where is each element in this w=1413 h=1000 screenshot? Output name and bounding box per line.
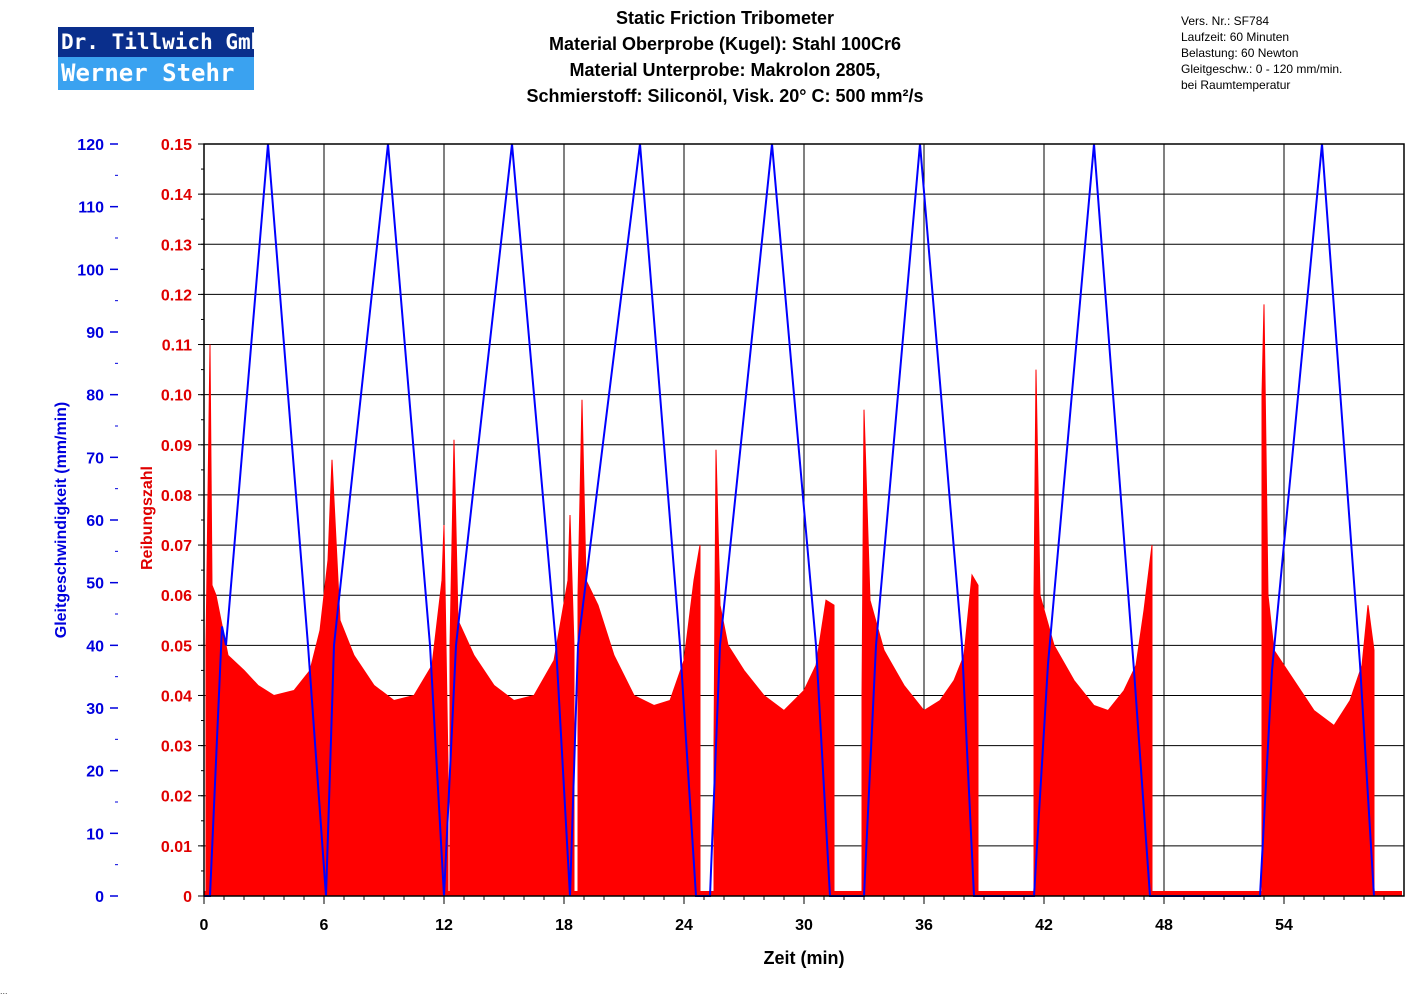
friction-tick-label: 0: [183, 889, 192, 906]
friction-tick-label: 0.14: [161, 187, 192, 204]
company-logo: Dr. Tillwich GmbH Werner Stehr: [58, 27, 254, 90]
title-line-1: Static Friction Tribometer: [615, 8, 835, 28]
friction-cycle: [713, 449, 835, 897]
friction-tick-label: 0.06: [161, 588, 192, 605]
speed-tick-label: 110: [78, 200, 104, 217]
title-line-2: Material Oberprobe (Kugel): Stahl 100Cr6: [548, 34, 902, 54]
test-info-block: Vers. Nr.: SF784 Laufzeit: 60 Minuten Be…: [1181, 13, 1342, 93]
speed-tick-label: 70: [86, 450, 104, 467]
speed-tick-label: 90: [86, 325, 104, 342]
x-tick-label: 6: [320, 917, 329, 934]
speed-tick-label: 10: [86, 826, 104, 843]
friction-tick-label: 0.04: [161, 688, 192, 705]
friction-axis-title: Reibungszahl: [139, 466, 156, 570]
friction-baseline: [204, 890, 1402, 896]
friction-tick-label: 0.10: [161, 388, 192, 405]
speed-tick-label: 40: [86, 638, 104, 655]
x-tick-label: 18: [555, 917, 573, 934]
friction-tick-label: 0.15: [161, 137, 192, 154]
speed-tick-label: 100: [77, 262, 104, 279]
friction-tick-label: 0.05: [161, 638, 192, 655]
corner-mark: ...: [0, 986, 8, 996]
logo-line-1: Dr. Tillwich GmbH: [58, 27, 254, 57]
info-load: Belastung: 60 Newton: [1181, 46, 1299, 60]
speed-tick-label: 50: [86, 576, 104, 593]
speed-tick-label: 80: [86, 388, 104, 405]
speed-tick-label: 0: [95, 889, 104, 906]
friction-tick-label: 0.08: [161, 488, 192, 505]
title-line-4: Schmierstoff: Siliconöl, Visk. 20° C: 50…: [526, 86, 924, 106]
x-tick-label: 54: [1275, 917, 1293, 934]
friction-cycle: [577, 399, 701, 897]
x-tick-label: 36: [915, 917, 933, 934]
logo-line-2: Werner Stehr: [58, 57, 254, 90]
friction-cycle: [1033, 369, 1153, 897]
x-tick-label: 24: [675, 917, 693, 934]
friction-tick-label: 0.13: [161, 237, 192, 254]
friction-tick-label: 0.11: [162, 338, 192, 355]
x-tick-label: 0: [200, 917, 209, 934]
title-line-3: Material Unterprobe: Makrolon 2805,: [569, 60, 881, 80]
speed-tick-label: 120: [77, 137, 104, 154]
speed-axis-title: Gleitgeschwindigkeit (mm/min): [53, 402, 70, 638]
x-tick-label: 30: [795, 917, 813, 934]
info-speed-range: Gleitgeschw.: 0 - 120 mm/min.: [1181, 62, 1343, 76]
friction-tick-label: 0.12: [161, 287, 192, 304]
friction-tick-label: 0.03: [161, 739, 192, 756]
friction-cycle: [861, 409, 979, 897]
info-version: Vers. Nr.: SF784: [1181, 14, 1270, 28]
speed-tick-label: 30: [86, 701, 104, 718]
x-axis-title: Zeit (min): [764, 948, 845, 968]
chart-title: Static Friction Tribometer Material Ober…: [430, 5, 1020, 109]
friction-cycle: [449, 439, 575, 897]
friction-tick-label: 0.09: [161, 438, 192, 455]
friction-cycle: [1261, 304, 1375, 897]
friction-tick-label: 0.07: [161, 538, 192, 555]
x-tick-label: 48: [1155, 917, 1173, 934]
info-runtime: Laufzeit: 60 Minuten: [1181, 30, 1290, 44]
info-temperature: bei Raumtemperatur: [1181, 78, 1291, 92]
friction-cycle: [205, 344, 449, 897]
friction-tick-label: 0.02: [161, 789, 192, 806]
friction-tick-label: 0.01: [161, 839, 192, 856]
x-tick-label: 12: [435, 917, 453, 934]
x-tick-label: 42: [1035, 917, 1053, 934]
speed-tick-label: 60: [86, 513, 104, 530]
speed-tick-label: 20: [86, 764, 104, 781]
